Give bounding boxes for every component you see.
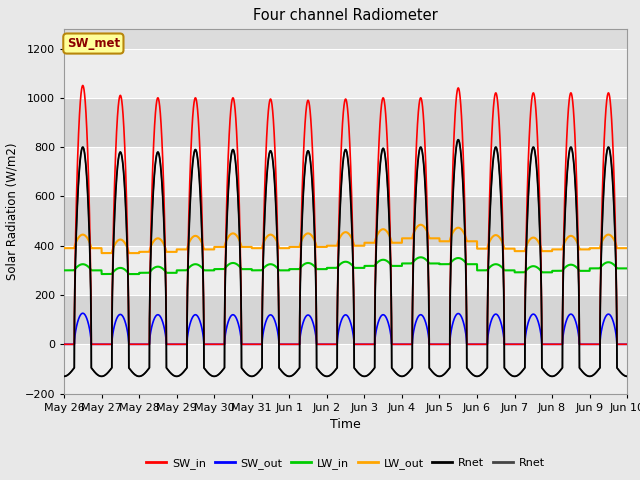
Bar	[64, 295, 627, 344]
Text: SW_met: SW_met	[67, 37, 120, 50]
Legend: SW_in, SW_out, LW_in, LW_out, Rnet, Rnet: SW_in, SW_out, LW_in, LW_out, Rnet, Rnet	[142, 454, 549, 474]
Y-axis label: Solar Radiation (W/m2): Solar Radiation (W/m2)	[6, 143, 19, 280]
Title: Four channel Radiometer: Four channel Radiometer	[253, 9, 438, 24]
Bar	[64, 196, 627, 246]
Bar	[64, 48, 627, 98]
Bar	[64, 147, 627, 196]
Bar	[64, 98, 627, 147]
Bar	[64, 246, 627, 295]
Bar	[64, 344, 627, 394]
X-axis label: Time: Time	[330, 418, 361, 431]
